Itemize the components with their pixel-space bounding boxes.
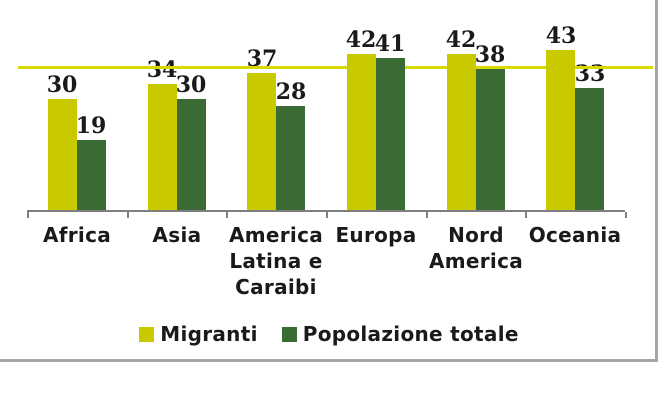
data-label: 43: [545, 23, 577, 49]
data-label: 30: [46, 72, 78, 98]
category-label: Oceania: [528, 223, 622, 247]
bar-migranti: [48, 99, 77, 211]
bar-popolazione-totale: [177, 99, 206, 211]
data-label: 30: [175, 72, 207, 98]
category-label: Nord America: [428, 223, 524, 273]
data-label: 34: [146, 57, 178, 83]
x-axis-tick: [27, 212, 29, 218]
bar-migranti: [347, 54, 376, 211]
x-axis-tick: [226, 212, 228, 218]
bar-popolazione-totale: [276, 106, 305, 211]
x-axis-tick: [426, 212, 428, 218]
bar-migranti: [148, 84, 177, 211]
bar-migranti: [447, 54, 476, 211]
legend-item-migranti: Migranti: [139, 322, 258, 346]
category-label: America Latina e Caraibi: [228, 223, 324, 299]
data-label: 19: [75, 113, 107, 139]
data-label: 42: [445, 27, 477, 53]
x-axis-tick: [326, 212, 328, 218]
legend: Migranti Popolazione totale: [0, 322, 658, 346]
bar-popolazione-totale: [476, 69, 505, 211]
legend-item-popolazione-totale: Popolazione totale: [281, 322, 519, 346]
plot-area: 30 19 Africa 34 30 Asia 37 28 America Latina e C…: [18, 23, 653, 299]
bar-popolazione-totale: [376, 58, 405, 211]
data-label: 37: [246, 46, 278, 72]
x-axis: [27, 210, 625, 212]
legend-label: Popolazione totale: [302, 322, 519, 346]
category-label: Africa: [42, 223, 112, 247]
x-axis-tick: [625, 212, 627, 218]
category-label: Europa: [335, 223, 417, 247]
reference-line: [18, 66, 653, 70]
x-axis-tick: [127, 212, 129, 218]
bar-popolazione-totale: [575, 88, 604, 211]
data-label: 38: [474, 42, 506, 68]
category-label: Asia: [152, 223, 202, 247]
legend-label: Migranti: [160, 322, 258, 346]
x-axis-tick: [525, 212, 527, 218]
bar-popolazione-totale: [77, 140, 106, 211]
bar-migranti: [247, 73, 276, 211]
bar-migranti: [546, 50, 575, 211]
popolazione-totale-swatch-icon: [281, 326, 297, 342]
data-label: 42: [345, 27, 377, 53]
data-label: 41: [374, 31, 406, 57]
data-label: 28: [275, 79, 307, 105]
migranti-swatch-icon: [139, 326, 155, 342]
